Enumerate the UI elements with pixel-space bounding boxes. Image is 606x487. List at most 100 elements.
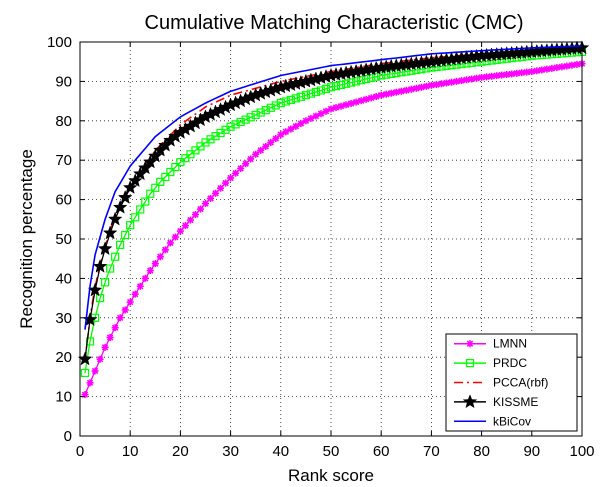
data-point-lmnn xyxy=(212,189,220,197)
data-point-prdc xyxy=(261,106,270,115)
data-point-lmnn xyxy=(166,239,174,247)
asterisk-stroke xyxy=(121,306,129,314)
asterisk-stroke xyxy=(142,275,149,282)
asterisk-stroke xyxy=(172,233,179,241)
series-line-kbicov xyxy=(84,45,583,330)
x-tick-label: 20 xyxy=(172,443,189,460)
asterisk-stroke xyxy=(277,131,284,138)
data-point-prdc xyxy=(111,252,120,261)
data-point-kissme xyxy=(117,189,133,204)
asterisk-stroke xyxy=(453,78,460,85)
data-point-lmnn xyxy=(86,379,94,387)
data-point-lmnn xyxy=(106,334,114,341)
data-point-prdc xyxy=(161,172,170,182)
data-point-prdc xyxy=(146,189,155,198)
data-point-prdc xyxy=(296,92,305,101)
data-point-prdc xyxy=(116,240,125,250)
data-point-lmnn xyxy=(191,211,199,219)
axes: 0 10 20 30 40 50 60 70 80 90 100 0 10 20 30 40 50 60 70 80 9… xyxy=(47,34,595,460)
asterisk-stroke xyxy=(443,79,450,87)
data-point-prdc xyxy=(392,69,401,78)
data-point-lmnn xyxy=(447,78,455,86)
asterisk-stroke xyxy=(558,63,566,71)
data-point-lmnn xyxy=(257,146,265,154)
asterisk-stroke xyxy=(247,155,254,163)
x-tick-label: 10 xyxy=(122,443,139,460)
data-point-prdc xyxy=(341,79,351,88)
data-point-lmnn xyxy=(242,160,250,168)
legend-marker-prdc xyxy=(465,359,475,368)
asterisk-stroke xyxy=(272,135,279,142)
x-tick-label: 90 xyxy=(523,443,540,460)
asterisk-stroke xyxy=(428,82,435,89)
asterisk-stroke xyxy=(262,143,269,150)
asterisk-stroke xyxy=(548,65,556,72)
data-point-lmnn xyxy=(337,102,345,110)
y-tick-label: 50 xyxy=(55,231,72,248)
y-tick-label: 20 xyxy=(55,349,72,366)
asterisk-stroke xyxy=(438,80,445,87)
data-point-kissme xyxy=(122,180,138,194)
data-point-kissme xyxy=(147,148,163,163)
y-tick-label: 100 xyxy=(47,34,72,51)
asterisk-stroke xyxy=(162,246,169,254)
data-point-prdc xyxy=(352,77,361,86)
asterisk-stroke xyxy=(538,66,546,74)
data-point-kissme xyxy=(127,173,143,188)
data-point-prdc xyxy=(156,177,165,186)
asterisk-stroke xyxy=(232,170,239,177)
asterisk-stroke xyxy=(157,253,164,260)
data-point-prdc xyxy=(387,69,396,79)
data-point-lmnn xyxy=(121,306,129,314)
data-point-lmnn xyxy=(297,120,305,128)
data-point-lmnn xyxy=(131,290,139,298)
data-point-lmnn xyxy=(488,72,496,80)
legend-label-pcca-rbf: PCCA(rbf) xyxy=(493,376,548,390)
data-point-kissme xyxy=(107,211,123,226)
x-axis-label: Rank score xyxy=(288,466,374,485)
asterisk-stroke xyxy=(237,165,244,172)
data-point-lmnn xyxy=(422,82,430,90)
data-point-lmnn xyxy=(217,184,225,192)
asterisk-stroke xyxy=(202,200,209,207)
data-point-prdc xyxy=(100,278,110,287)
y-tick-label: 0 xyxy=(64,428,72,445)
data-point-lmnn xyxy=(136,282,144,290)
asterisk-stroke xyxy=(287,125,295,133)
data-point-lmnn xyxy=(357,97,365,105)
asterisk-stroke xyxy=(217,184,224,192)
series-lmnn xyxy=(81,60,586,399)
data-point-prdc xyxy=(141,197,150,206)
y-axis-label: Recognition percentage xyxy=(17,149,36,329)
asterisk-stroke xyxy=(488,73,495,80)
data-point-prdc xyxy=(336,80,346,90)
data-point-kissme xyxy=(137,160,153,175)
data-point-lmnn xyxy=(277,131,285,139)
data-point-lmnn xyxy=(262,142,270,150)
asterisk-stroke xyxy=(91,367,99,375)
data-point-lmnn xyxy=(181,222,189,230)
data-point-lmnn xyxy=(267,138,275,146)
data-point-prdc xyxy=(306,89,316,98)
asterisk-stroke xyxy=(207,195,214,202)
data-point-prdc xyxy=(397,68,406,77)
asterisk-stroke xyxy=(212,190,219,197)
data-point-lmnn xyxy=(237,164,245,172)
asterisk-stroke xyxy=(227,174,234,182)
chart-title: Cumulative Matching Characteristic (CMC) xyxy=(145,12,524,34)
data-point-kissme xyxy=(112,199,128,214)
data-point-lmnn xyxy=(372,93,380,101)
data-point-lmnn xyxy=(252,150,260,158)
asterisk-stroke xyxy=(503,71,510,78)
asterisk-stroke xyxy=(448,78,455,86)
legend-label-kbicov: kBiCov xyxy=(493,414,531,428)
asterisk-stroke xyxy=(182,222,189,229)
data-point-prdc xyxy=(136,205,145,214)
asterisk-stroke xyxy=(493,72,500,79)
asterisk-stroke xyxy=(508,70,515,78)
data-point-lmnn xyxy=(141,274,149,282)
data-point-prdc xyxy=(95,294,105,303)
data-point-lmnn xyxy=(332,104,340,112)
